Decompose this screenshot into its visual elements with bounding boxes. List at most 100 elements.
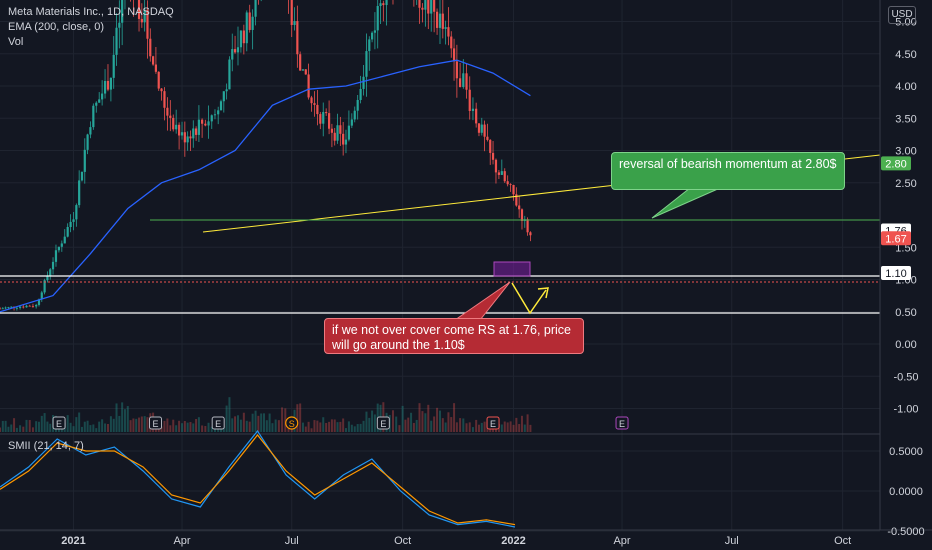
candle-body	[180, 132, 184, 136]
volume-bar	[503, 421, 506, 432]
volume-bar	[112, 418, 115, 432]
volume-legend[interactable]: Vol	[8, 36, 24, 48]
candle-body	[101, 93, 104, 100]
volume-bar	[325, 422, 328, 432]
candle-body	[86, 134, 89, 150]
candle-body	[359, 88, 362, 100]
volume-bar	[46, 421, 49, 432]
volume-bar	[313, 420, 316, 432]
price-tick-label: -1.00	[893, 404, 918, 416]
volume-bar	[395, 416, 398, 432]
price-label-box	[881, 266, 911, 281]
volume-bar	[453, 403, 456, 432]
price-tick-label: 3.50	[895, 113, 916, 125]
volume-bar	[129, 420, 132, 432]
candle-body	[293, 21, 296, 25]
smii-series-0	[0, 429, 516, 528]
candle-body	[228, 59, 231, 90]
event-marker-box	[376, 416, 390, 430]
volume-bar	[523, 424, 526, 432]
event-marker-label: E	[490, 419, 496, 429]
red-callout-pointer	[453, 281, 511, 321]
price-axis[interactable]: 6.506.005.505.004.504.003.503.002.501.50…	[887, 0, 924, 539]
candle-body	[69, 221, 72, 228]
volume-bar	[347, 421, 350, 432]
currency-button[interactable]: USD	[888, 6, 916, 24]
candle-body	[325, 112, 328, 114]
price-tick-label: 2.50	[895, 178, 916, 190]
candle-body	[92, 105, 95, 128]
candle-body	[80, 171, 84, 181]
candle-body	[489, 139, 492, 153]
volume-bar	[391, 410, 394, 432]
volume-bar	[132, 418, 135, 432]
candle-body	[382, 3, 385, 6]
volume-bar	[271, 423, 274, 432]
volume-bar	[80, 426, 83, 432]
candle-body	[4, 307, 7, 309]
candle-body	[186, 136, 189, 143]
volume-bar	[407, 417, 410, 432]
candle-body	[327, 113, 331, 129]
volume-bar	[520, 415, 523, 432]
candle-body	[106, 80, 110, 90]
smii-pane	[0, 429, 880, 532]
candle-body	[421, 7, 424, 10]
event-marker-box	[149, 416, 163, 430]
volume-bar	[436, 407, 439, 432]
candle-body	[370, 32, 374, 40]
candle-body	[430, 0, 433, 14]
volume-bar	[356, 424, 359, 432]
candle-body	[304, 69, 307, 75]
volume-bar	[316, 420, 319, 432]
time-tick-label: Apr	[613, 535, 630, 547]
volume-bar	[28, 420, 31, 432]
candle-body	[49, 269, 52, 276]
event-marker-e: E	[211, 416, 225, 430]
volume-bar	[169, 425, 172, 432]
price-tick-label: 0.50	[895, 307, 916, 319]
candle-body	[231, 49, 234, 60]
green-callout[interactable]: reversal of bearish momentum at 2.80$	[611, 152, 845, 190]
volume-bar	[518, 424, 521, 432]
volume-bar	[468, 422, 471, 432]
green-callout-pointer	[651, 187, 721, 219]
candle-body	[245, 12, 248, 44]
time-axis[interactable]: 2021 Apr Jul Oct 2022 Apr Jul Oct	[61, 535, 851, 547]
candle-body	[149, 38, 152, 57]
red-callout[interactable]: if we not over cover come RS at 1.76, pr…	[324, 318, 584, 354]
volume-bars	[0, 397, 532, 432]
candle-body	[157, 71, 160, 89]
time-tick-label: Oct	[834, 535, 851, 547]
candle-body	[169, 115, 172, 118]
volume-bar	[362, 420, 365, 432]
candle-body	[376, 6, 379, 31]
candle-body	[160, 88, 163, 92]
candle-body	[57, 246, 60, 251]
projection-arrow[interactable]	[511, 282, 547, 315]
volume-bar	[140, 416, 143, 432]
candle-body	[63, 236, 66, 244]
volume-bar	[353, 426, 356, 432]
smii-legend[interactable]: SMII (21, 14, 7)	[8, 440, 84, 452]
volume-bar	[1, 420, 4, 432]
candle-body	[35, 304, 38, 307]
candle-body	[379, 3, 382, 7]
volume-bar	[284, 408, 287, 432]
volume-bar	[109, 416, 112, 432]
candle-body	[109, 77, 113, 90]
highlight-box[interactable]	[493, 261, 531, 277]
candle-body	[515, 194, 518, 206]
candle-body	[350, 119, 353, 126]
ema-legend[interactable]: EMA (200, close, 0)	[8, 21, 104, 33]
event-marker-e: E	[486, 416, 500, 430]
volume-bar	[477, 424, 480, 432]
price-tick-label: 0.00	[895, 339, 916, 351]
candle-body	[491, 152, 495, 160]
volume-bar	[359, 423, 362, 432]
time-tick-label: Jul	[725, 535, 739, 547]
volume-bar	[189, 422, 192, 432]
candle-body	[385, 0, 388, 6]
candle-body	[447, 27, 450, 37]
